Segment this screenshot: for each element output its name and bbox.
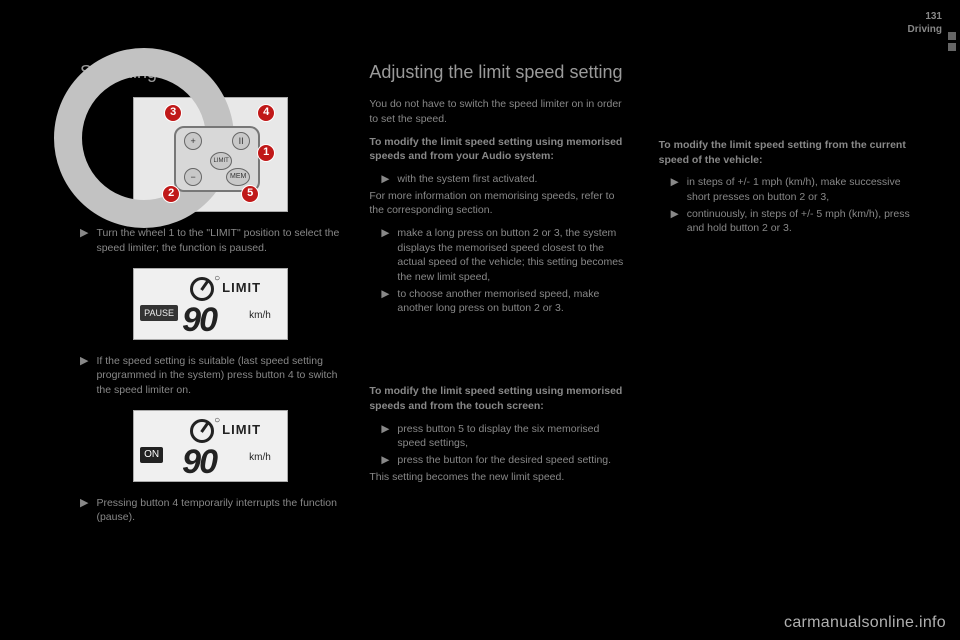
instruction-item: ▶ continuously, in steps of +/- 5 mph (k… — [671, 207, 920, 236]
instruction-text: If the speed setting is suitable (last s… — [96, 354, 341, 398]
bullet-arrow-icon: ▶ — [381, 422, 389, 451]
wheel-control-pad: + II LIMIT − MEM — [174, 126, 260, 192]
speedometer-mark-icon: ○ — [214, 272, 220, 286]
page-number: 131 — [908, 10, 942, 23]
instruction-item: ▶ to choose another memorised speed, mak… — [381, 287, 630, 316]
instruction-item: ▶ Turn the wheel 1 to the "LIMIT" positi… — [80, 226, 341, 255]
page-header: 131 Driving — [908, 10, 942, 36]
lcd-speed-value: 90 — [182, 439, 216, 487]
instruction-text: in steps of +/- 1 mph (km/h), make succe… — [687, 175, 920, 204]
edge-tab-mark — [948, 43, 956, 51]
column-left: Switching on + II LIMIT − MEM 1 2 3 4 5 … — [80, 60, 341, 600]
lcd-pause-badge: PAUSE — [140, 305, 178, 322]
subheading-audio: To modify the limit speed setting using … — [369, 135, 630, 164]
manual-page: 131 Driving Switching on + II LIMIT − ME… — [0, 0, 960, 640]
column-right: To modify the limit speed setting from t… — [659, 60, 920, 600]
intro-text: You do not have to switch the speed limi… — [369, 97, 630, 126]
lcd-limit-label: LIMIT — [222, 279, 261, 297]
lcd-speed-unit: km/h — [249, 451, 271, 465]
wheel-button-plus: + — [184, 132, 202, 150]
subheading-current-speed: To modify the limit speed setting from t… — [659, 138, 920, 167]
lcd-speed-unit: km/h — [249, 309, 271, 323]
instruction-item: ▶ Pressing button 4 temporarily interrup… — [80, 496, 341, 525]
footer-watermark: carmanualsonline.info — [784, 614, 946, 632]
wheel-dial-limit: LIMIT — [210, 152, 232, 170]
bullet-arrow-icon: ▶ — [381, 172, 389, 187]
bullet-arrow-icon: ▶ — [80, 226, 88, 255]
wheel-button-pause: II — [232, 132, 250, 150]
heading-adjusting: Adjusting the limit speed setting — [369, 60, 630, 85]
bullet-arrow-icon: ▶ — [80, 496, 88, 525]
instruction-text: Turn the wheel 1 to the "LIMIT" position… — [96, 226, 341, 255]
content-columns: Switching on + II LIMIT − MEM 1 2 3 4 5 … — [80, 60, 920, 600]
instruction-text: press button 5 to display the six memori… — [397, 422, 630, 451]
instruction-text: Pressing button 4 temporarily interrupts… — [96, 496, 341, 525]
bullet-arrow-icon: ▶ — [80, 354, 88, 398]
instruction-text: continuously, in steps of +/- 5 mph (km/… — [687, 207, 920, 236]
figure-display-pause: ○ LIMIT PAUSE 90 km/h — [133, 268, 288, 340]
bullet-arrow-icon: ▶ — [381, 453, 389, 468]
instruction-item: ▶ make a long press on button 2 or 3, th… — [381, 226, 630, 285]
speedometer-mark-icon: ○ — [214, 414, 220, 428]
spacer — [369, 318, 630, 378]
bullet-arrow-icon: ▶ — [671, 175, 679, 204]
edge-tab-mark — [948, 32, 956, 40]
figure-steering-wheel: + II LIMIT − MEM 1 2 3 4 5 — [133, 97, 288, 212]
instruction-item: ▶ press button 5 to display the six memo… — [381, 422, 630, 451]
instruction-item: ▶ press the button for the desired speed… — [381, 453, 630, 468]
lcd-speed-value: 90 — [182, 297, 216, 345]
column-middle: Adjusting the limit speed setting You do… — [369, 60, 630, 600]
wheel-button-mem: MEM — [226, 168, 250, 186]
section-title: Driving — [908, 23, 942, 36]
bullet-arrow-icon: ▶ — [671, 207, 679, 236]
wheel-button-minus: − — [184, 168, 202, 186]
edge-tabs — [948, 32, 956, 51]
spacer — [659, 60, 920, 132]
instruction-text: to choose another memorised speed, make … — [397, 287, 630, 316]
instruction-item: ▶ If the speed setting is suitable (last… — [80, 354, 341, 398]
bullet-arrow-icon: ▶ — [381, 226, 389, 285]
instruction-item: ▶ in steps of +/- 1 mph (km/h), make suc… — [671, 175, 920, 204]
instruction-text: make a long press on button 2 or 3, the … — [397, 226, 630, 285]
lcd-limit-label: LIMIT — [222, 421, 261, 439]
instruction-text: press the button for the desired speed s… — [397, 453, 611, 468]
instruction-item: ▶ with the system first activated. — [381, 172, 630, 187]
figure-display-on: ○ LIMIT ON 90 km/h — [133, 410, 288, 482]
lcd-on-badge: ON — [140, 447, 163, 463]
subheading-touch: To modify the limit speed setting using … — [369, 384, 630, 413]
note-text: For more information on memorising speed… — [369, 189, 630, 218]
instruction-text: with the system first activated. — [397, 172, 537, 187]
bullet-arrow-icon: ▶ — [381, 287, 389, 316]
tail-text: This setting becomes the new limit speed… — [369, 470, 630, 485]
